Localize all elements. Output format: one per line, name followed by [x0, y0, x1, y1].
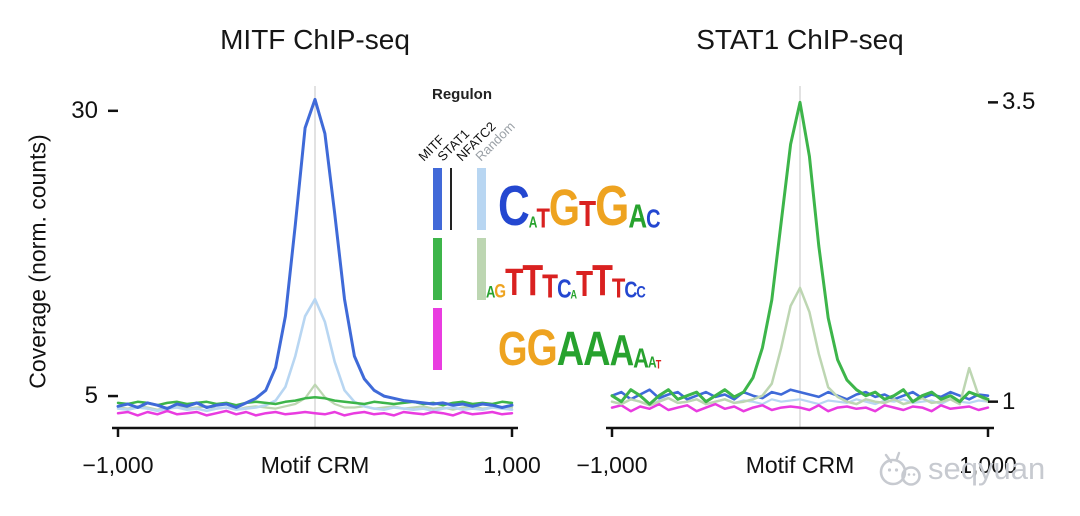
logo-letter: C: [636, 282, 645, 302]
series-NFATC2: [610, 402, 990, 413]
logo-letter: T: [592, 256, 613, 306]
series-STAT1: [610, 100, 990, 406]
logo-letter: T: [655, 358, 661, 371]
logo-letter: A: [570, 288, 577, 301]
logo-letter: T: [522, 256, 543, 306]
logo-letter: A: [486, 282, 495, 302]
logo-letter: A: [633, 341, 649, 374]
watermark-text: seqyuan: [928, 451, 1046, 486]
legend-bar: [433, 308, 442, 370]
logo-letter: T: [536, 201, 549, 234]
logo-letter: T: [542, 266, 558, 305]
logo-letter: G: [526, 320, 558, 377]
stat1-coverage-plot: [606, 86, 998, 437]
logo-letter: A: [609, 326, 635, 376]
logo-letter: T: [611, 271, 625, 304]
series-MITF-light: [116, 297, 514, 413]
legend-bar: [433, 168, 442, 230]
legend-bar: [477, 168, 486, 230]
y-tick-label: 1: [1002, 387, 1016, 415]
y-tick-label: 3.5: [1002, 88, 1036, 116]
mitf-coverage-plot: [108, 86, 518, 437]
logo-letter: T: [576, 264, 593, 304]
y-tick-label: 5: [84, 382, 98, 410]
series-MITF: [116, 97, 514, 411]
logo-letter: G: [595, 174, 629, 238]
series-MITF: [610, 388, 990, 401]
right-chart-title: STAT1 ChIP-seq: [696, 24, 904, 55]
series-STAT1-light: [610, 286, 990, 407]
x-tick-label: Motif CRM: [260, 452, 370, 478]
x-tick-label: 1,000: [959, 452, 1017, 478]
left-chart-title: MITF ChIP-seq: [220, 24, 410, 55]
series-NFATC2: [116, 409, 514, 417]
x-tick-label: −1,000: [576, 452, 648, 478]
y-tick-label: 30: [71, 96, 98, 124]
x-tick-label: 1,000: [483, 452, 541, 478]
logo-letter: A: [556, 322, 584, 377]
logo-letter: C: [498, 174, 530, 238]
logo-letter: A: [628, 196, 647, 235]
logo-letter: G: [548, 180, 580, 237]
legend-title: Regulon: [432, 86, 492, 103]
legend-bar: [433, 238, 442, 300]
logo-letter: G: [498, 322, 528, 377]
logo-letter: C: [624, 277, 637, 303]
wechat-bubbles-icon: [879, 451, 921, 486]
logo-letter: A: [583, 322, 610, 377]
watermark: seqyuan: [876, 446, 1045, 492]
logo-letter: T: [579, 194, 596, 234]
logo-letter: T: [505, 262, 523, 305]
logo-letter: A: [648, 353, 657, 372]
x-tick-label: −1,000: [82, 452, 154, 478]
legend-bar: [477, 238, 486, 300]
x-tick-label: Motif CRM: [745, 452, 855, 478]
logo-letter: C: [557, 275, 571, 304]
logo-letter: G: [494, 280, 506, 303]
logo-letter: C: [646, 205, 660, 234]
legend-divider: [450, 168, 452, 230]
logo-letter: A: [528, 213, 538, 232]
